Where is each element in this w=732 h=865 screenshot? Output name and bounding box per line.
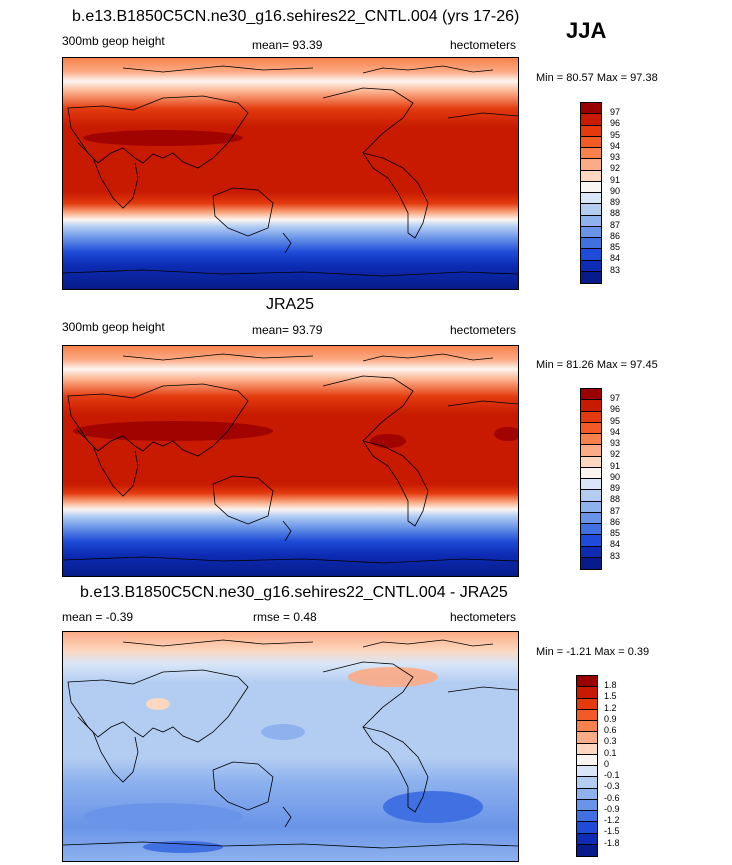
panel1-tick: 88 xyxy=(610,208,621,219)
panel3-tick: -0.6 xyxy=(604,792,620,803)
panel3-tick: -1.2 xyxy=(604,815,620,825)
season-label: JJA xyxy=(566,18,607,43)
panel2-tick: 87 xyxy=(610,505,621,516)
panel1-tick: 84 xyxy=(610,253,621,264)
panel3-anomaly-patch xyxy=(348,667,438,687)
panel1-tick: 87 xyxy=(610,219,621,230)
panel1-title: b.e13.B1850C5CN.ne30_g16.sehires22_CNTL.… xyxy=(72,8,520,25)
panel3-minmax: Min = -1.21 Max = 0.39 xyxy=(536,646,650,658)
panel3-tick: 0.3 xyxy=(604,736,617,747)
panel2-tick: 97 xyxy=(610,393,621,403)
panel3-title: b.e13.B1850C5CN.ne30_g16.sehires22_CNTL.… xyxy=(80,584,508,601)
panel3-anomaly-patch xyxy=(261,724,305,740)
panel2-tick: 90 xyxy=(610,471,621,482)
panel3-tick: -0.1 xyxy=(604,770,620,780)
panel2-coastlines xyxy=(63,353,518,564)
panel1-colorbar xyxy=(580,102,602,284)
panel2-tick: 88 xyxy=(610,494,621,505)
panel2-tick: 94 xyxy=(610,426,621,437)
panel1-variable: 300mb geop height xyxy=(62,34,165,48)
panel2-map xyxy=(62,345,519,577)
panel2-units: hectometers xyxy=(450,323,517,337)
panel1-tick: 92 xyxy=(610,163,621,174)
panel3-anomaly-patch xyxy=(83,803,243,831)
panel3-map xyxy=(62,631,519,862)
panel1-max-band xyxy=(83,130,243,146)
panel2-tick: 85 xyxy=(610,528,621,538)
panel1-tick: 93 xyxy=(610,152,621,162)
panel1-mean: mean= 93.39 xyxy=(252,38,323,52)
panel3-tick: 1.8 xyxy=(604,680,617,690)
panel1-minmax: Min = 80.57 Max = 97.38 xyxy=(536,72,658,84)
panel3-tick: 0.1 xyxy=(604,747,617,758)
panel3-tick: -0.3 xyxy=(604,781,620,792)
panel2-title: JRA25 xyxy=(266,296,315,313)
panel1-tick: 97 xyxy=(610,107,621,117)
panel3-mean: mean = -0.39 xyxy=(62,610,134,624)
panel2-tick: 96 xyxy=(610,404,621,415)
panel3-colorbar xyxy=(576,675,598,857)
panel3-tick: -1.8 xyxy=(604,837,620,848)
panel3-anomaly-patch xyxy=(143,841,223,853)
panel2-tick: 91 xyxy=(610,460,621,471)
panel1-tick: 86 xyxy=(610,230,621,241)
panel2-tick: 93 xyxy=(610,438,621,448)
panel1-tick: 89 xyxy=(610,197,621,207)
panel2-field xyxy=(63,346,518,576)
panel1-tick: 96 xyxy=(610,118,621,129)
panel2-max-band xyxy=(73,421,273,441)
panel2-tick: 92 xyxy=(610,449,621,460)
panel1-tick: 94 xyxy=(610,140,621,151)
panel3-anomaly-patch xyxy=(146,698,170,710)
panel2-colorbar xyxy=(580,388,602,570)
panel2-tick: 84 xyxy=(610,539,621,550)
panel2-tick: 95 xyxy=(610,415,621,426)
panel3-anomaly-patch xyxy=(383,791,483,823)
panel3-tick: 0 xyxy=(604,758,610,769)
panel2-tick: 83 xyxy=(610,550,621,561)
panel3-tick: 0.9 xyxy=(604,713,617,724)
panel1-map xyxy=(62,57,519,290)
panel1-tick: 95 xyxy=(610,129,621,140)
panel3-tick: -0.9 xyxy=(604,803,620,814)
panel1-tick: 90 xyxy=(610,185,621,196)
panel2-max-band xyxy=(370,434,406,448)
panel3-tick: -1.5 xyxy=(604,826,620,837)
panel3-tick: 0.6 xyxy=(604,725,617,735)
panel2-tick: 86 xyxy=(610,516,621,527)
panel2-variable: 300mb geop height xyxy=(62,320,165,334)
panel1-tick: 83 xyxy=(610,264,621,275)
panel3-tick: 1.5 xyxy=(604,691,617,702)
panel2-tick: 89 xyxy=(610,483,621,493)
panel1-coastlines xyxy=(63,65,518,277)
panel3-rmse: rmse = 0.48 xyxy=(253,610,317,624)
panel3-units: hectometers xyxy=(450,610,517,624)
panel2-max-band xyxy=(494,427,518,441)
panel1-tick: 85 xyxy=(610,242,621,252)
panel3-tick: 1.2 xyxy=(604,702,617,713)
panel2-minmax: Min = 81.26 Max = 97.45 xyxy=(536,359,658,371)
panel1-units: hectometers xyxy=(450,38,517,52)
panel2-mean: mean= 93.79 xyxy=(252,323,323,337)
panel1-tick: 91 xyxy=(610,174,621,185)
panel3-coastlines xyxy=(63,639,518,849)
panel1-field xyxy=(63,58,518,289)
